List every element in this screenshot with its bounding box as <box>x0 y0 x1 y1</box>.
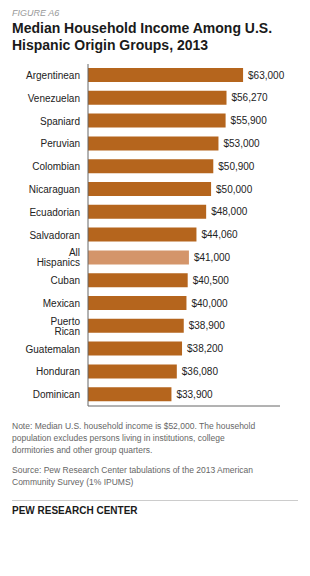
svg-text:$38,200: $38,200 <box>187 343 224 354</box>
html-text:Community Survey (1% IPUMS): Community Survey (1% IPUMS) <box>12 477 134 487</box>
svg-text:AllHispanics: AllHispanics <box>37 247 80 268</box>
html-text:PEW RESEARCH CENTER: PEW RESEARCH CENTER <box>12 505 138 516</box>
svg-text:$36,080: $36,080 <box>182 366 219 377</box>
svg-text:Dominican: Dominican <box>33 389 80 400</box>
svg-text:Ecuadorian: Ecuadorian <box>29 207 80 218</box>
svg-text:$41,000: $41,000 <box>194 252 231 263</box>
svg-text:$44,060: $44,060 <box>201 229 238 240</box>
svg-text:$40,500: $40,500 <box>193 275 230 286</box>
svg-text:Honduran: Honduran <box>36 366 80 377</box>
html-text:population excludes persons li: population excludes persons living in in… <box>12 433 225 443</box>
svg-text:$56,270: $56,270 <box>232 92 269 103</box>
svg-text:$38,900: $38,900 <box>189 320 226 331</box>
svg-text:Salvadoran: Salvadoran <box>29 230 80 241</box>
svg-text:$40,000: $40,000 <box>191 298 228 309</box>
svg-text:Peruvian: Peruvian <box>41 138 80 149</box>
html-text:Median Household Income Among: Median Household Income Among U.S. <box>12 20 273 36</box>
svg-text:Colombian: Colombian <box>32 161 80 172</box>
html-text:Hispanic Origin Groups, 2013: Hispanic Origin Groups, 2013 <box>12 37 209 53</box>
svg-text:Spaniard: Spaniard <box>40 116 80 127</box>
svg-text:Mexican: Mexican <box>43 298 80 309</box>
svg-text:Argentinean: Argentinean <box>26 70 80 81</box>
svg-text:$33,900: $33,900 <box>176 389 213 400</box>
svg-text:PuertoRican: PuertoRican <box>51 316 81 337</box>
svg-text:Guatemalan: Guatemalan <box>26 344 80 355</box>
svg-text:Nicaraguan: Nicaraguan <box>29 184 80 195</box>
svg-text:$48,000: $48,000 <box>211 206 248 217</box>
html-text:dormitories and other group qu: dormitories and other group quarters. <box>12 445 153 455</box>
html-text:FIGURE A6: FIGURE A6 <box>12 8 60 18</box>
svg-text:$50,900: $50,900 <box>218 161 255 172</box>
html-text:Source: Pew Research Center ta: Source: Pew Research Center tabulations … <box>12 465 253 475</box>
svg-text:Cuban: Cuban <box>51 275 80 286</box>
svg-text:Venezuelan: Venezuelan <box>28 93 80 104</box>
svg-text:$55,900: $55,900 <box>231 115 268 126</box>
svg-text:$53,000: $53,000 <box>223 138 260 149</box>
html-text:Note: Median U.S. household in: Note: Median U.S. household income is $5… <box>12 421 256 431</box>
svg-text:$63,000: $63,000 <box>248 70 285 81</box>
svg-text:$50,000: $50,000 <box>216 184 253 195</box>
